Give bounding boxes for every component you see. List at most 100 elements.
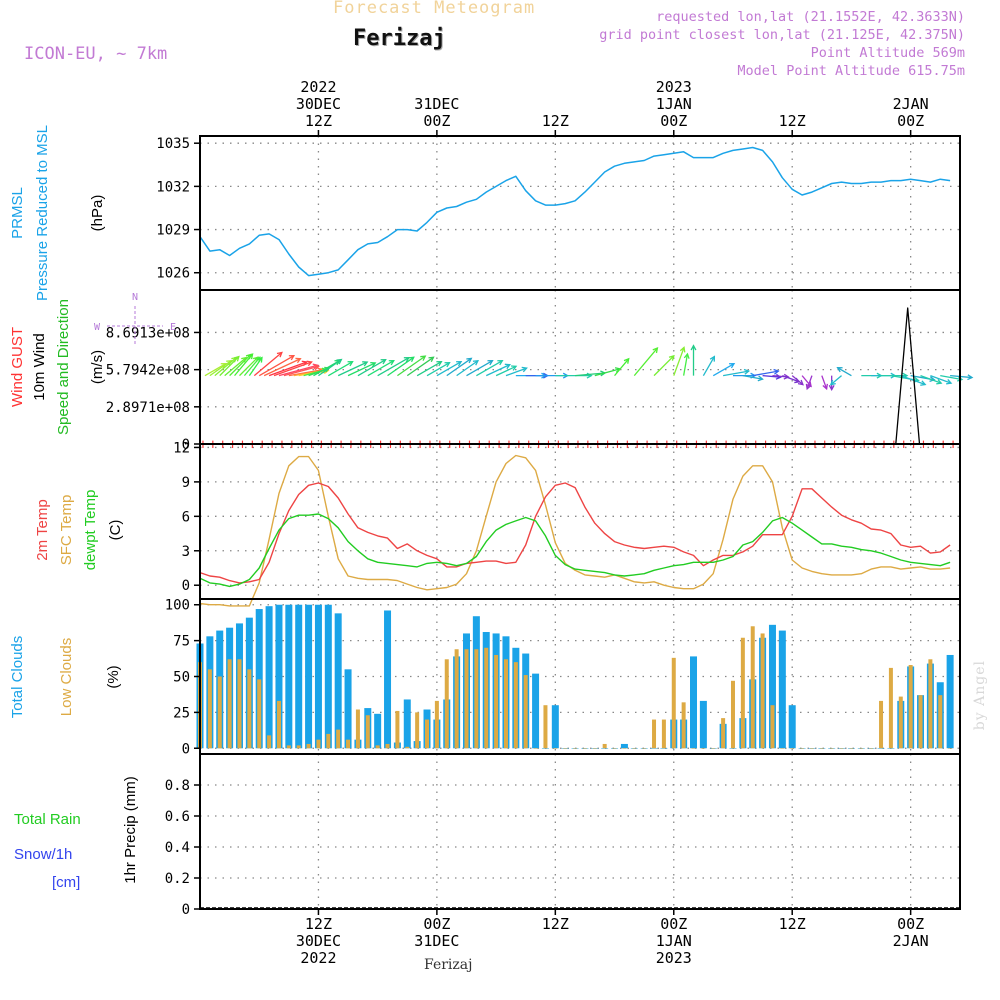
wind-arrow [690,344,697,376]
wind-arrow [653,354,675,377]
wind-arrow-head [797,379,804,386]
total-cloud-bar [877,748,885,749]
low-cloud-bar [227,659,232,749]
wind-arrow-shaft [387,356,415,377]
time-label-bottom: 1JAN [656,932,692,950]
wind-arrow-shaft [347,362,376,377]
wind-arrow [791,375,804,386]
ytick-label: 0 [182,437,190,453]
wind-arrow-shaft [702,356,715,376]
wind-arrow [387,356,415,377]
wind-arrow-shaft [830,375,842,386]
total-cloud-bar [374,713,382,749]
low-cloud-bar [563,748,568,749]
compass-west: W [94,322,101,333]
wind-arrow-shaft [723,370,749,377]
wind-arrow-head [652,347,659,354]
low-cloud-bar [484,647,489,749]
wind-arrow [829,375,842,386]
total-cloud-bar [788,705,796,749]
pressure-label-prmsl: PRMSL [9,187,26,239]
sfc-temp-line [199,454,951,607]
wind-arrow [742,375,764,382]
wind-arrow-shaft [397,355,426,377]
low-cloud-bar [918,695,923,749]
time-label-bottom: 00Z [660,915,687,933]
wind-arrow-shaft [278,364,318,377]
wind-arrow-shaft [762,374,781,378]
wind-arrow-head [773,368,780,375]
wind-arrow-head [709,355,716,362]
wind-arrow [234,353,254,377]
low-cloud-bar [691,748,696,749]
wind-arrow-head [822,383,829,391]
panel-frame-precipitation [199,753,961,910]
ytick-label: 0.8 [165,778,190,794]
ytick-label: 75 [173,634,190,650]
low-cloud-bar [770,705,775,749]
total-cloud-bar [403,699,411,749]
ytick-label: 50 [173,670,190,686]
wind-arrow [327,360,354,377]
low-clouds-label: Low Clouds [58,638,75,716]
location-title: Ferizaj [353,26,446,51]
wind-arrow-head [306,360,313,367]
wind-arrow [920,375,943,385]
wind-arrow-head [929,376,936,383]
low-cloud-bar [839,748,844,749]
compass-north: N [132,292,138,303]
wind-arrow-shaft [930,375,952,384]
time-label-bottom: 12Z [779,915,806,933]
wind-arrow-shaft [837,367,852,377]
wind-arrow [762,373,782,380]
wind-arrow-head [511,365,518,371]
total-cloud-bar [660,748,668,749]
wind-dir-label: Speed and Direction [55,299,72,435]
low-cloud-bar [869,748,874,749]
wind-arrow-head [276,351,283,358]
wind-arrow [248,356,263,377]
low-cloud-bar [286,745,291,749]
wind-arrow [219,355,240,377]
model-name: ICON-EU, ~ 7km [24,44,168,64]
wind-arrow-head [683,352,690,359]
requested-coords: requested lon,lat (21.1552E, 42.3633N) [656,9,965,25]
low-cloud-bar [296,745,301,749]
wind-arrow-head [466,357,473,364]
low-cloud-bar [879,700,884,749]
total-cloud-bar [532,673,540,749]
wind-arrow [456,359,480,377]
time-label-top: 2022 [300,78,336,96]
low-cloud-bar [800,748,805,749]
low-cloud-bar [503,659,508,749]
low-cloud-bar [405,746,410,749]
time-label-top: 30DEC [296,95,341,113]
total-cloud-bar [601,748,609,749]
rain-label: Total Rain [14,811,81,828]
total-clouds-label: Total Clouds [9,636,26,719]
wind-arrow-head [946,378,953,385]
wind-arrow-head [936,378,943,385]
wind-arrow-shaft [752,370,779,377]
ytick-label: 0.2 [165,871,190,887]
time-label-bottom: 31DEC [414,932,459,950]
wind-arrow [930,375,953,385]
low-cloud-bar [474,649,479,749]
low-cloud-bar [888,667,893,749]
wind-arrow-shaft [318,359,342,377]
wind-arrow-head [783,373,790,380]
snow-unit-label: [cm] [52,874,80,891]
total-cloud-bar [344,669,352,749]
low-cloud-bar [730,680,735,749]
low-cloud-bar [543,705,548,749]
wind-arrow [347,361,377,377]
wind-arrow-head [775,373,782,380]
wind-arrow-head [388,359,395,366]
time-label-top: 31DEC [414,95,459,113]
wind-arrow-head [233,355,240,362]
marks-layer: + + + + + + + + + + + + + + + + + + + + + + + + + + + + + + + + + + + + + + + +… [196,146,974,909]
point-altitude: Point Altitude 569m [810,45,965,61]
total-cloud-bar [946,654,954,749]
wind-arrow-shaft [416,361,442,377]
low-cloud-bar [207,669,212,749]
